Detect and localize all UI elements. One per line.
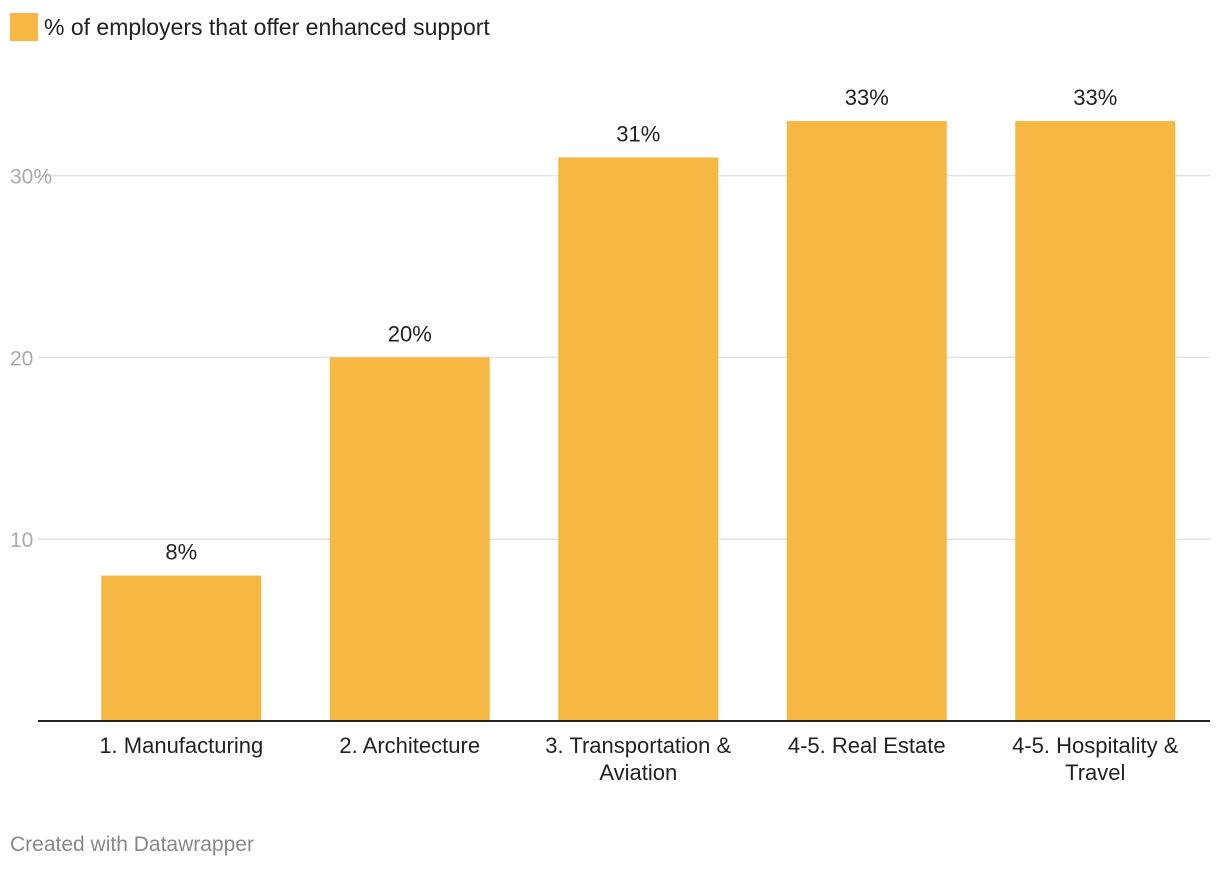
footer-credit: Created with Datawrapper [10, 833, 254, 856]
legend: % of employers that offer enhanced suppo… [10, 12, 490, 42]
x-tick-label: 4-5. Hospitality & Travel [1012, 733, 1179, 785]
bar-chart: 10 20 30% 8% 20% 31% 33% 33% 1. Manufacturing 2… [10, 85, 1210, 785]
bar [558, 157, 719, 722]
value-label: 31% [616, 121, 660, 146]
y-tick-label: 30% [10, 166, 52, 189]
x-tick-label: 2. Architecture [339, 733, 480, 758]
bar [786, 121, 947, 721]
bar [101, 575, 262, 721]
bars [101, 121, 1176, 722]
value-label: 33% [845, 85, 889, 110]
y-axis-tick-labels: 10 20 30% [10, 166, 52, 553]
bar [329, 357, 490, 721]
y-tick-label: 10 [10, 529, 33, 552]
value-labels: 8% 20% 31% 33% 33% [165, 85, 1117, 565]
value-label: 33% [1073, 85, 1117, 110]
bar [1015, 121, 1176, 721]
value-label: 8% [165, 540, 197, 565]
value-label: 20% [388, 321, 432, 346]
legend-swatch [10, 13, 38, 41]
legend-label: % of employers that offer enhanced suppo… [44, 13, 490, 40]
x-tick-label: 1. Manufacturing [99, 733, 263, 758]
x-axis-category-labels: 1. Manufacturing 2. Architecture 3. Transp… [99, 733, 1178, 785]
y-tick-label: 20 [10, 347, 33, 370]
x-tick-label: 3. Transportation & Aviation [545, 733, 731, 785]
x-tick-label: 4-5. Real Estate [788, 733, 946, 758]
